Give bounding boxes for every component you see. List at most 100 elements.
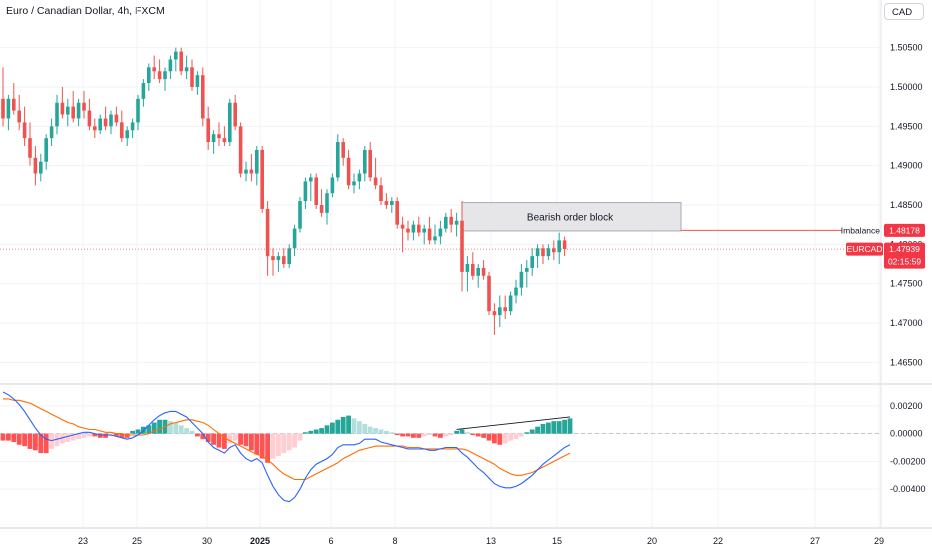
candle-up — [465, 256, 470, 292]
candle-down — [400, 216, 405, 253]
signal-line — [3, 398, 571, 481]
candle-body — [109, 114, 113, 127]
candle-body — [260, 149, 264, 209]
candle-up — [130, 118, 135, 139]
candle-up — [422, 224, 426, 245]
candle-body — [368, 149, 372, 178]
candle-up — [276, 252, 281, 272]
histogram-bar-positive — [567, 418, 573, 434]
currency-button[interactable]: CAD — [884, 3, 924, 20]
candle-body — [541, 248, 545, 257]
last-price-tag — [884, 242, 925, 269]
histogram-bar-positive — [529, 429, 535, 434]
histogram-bar-positive — [357, 421, 362, 434]
histogram-bar-negative — [276, 433, 281, 456]
price-tick-label: 1.49000 — [890, 161, 923, 171]
histogram-bar-negative — [292, 433, 297, 448]
histogram-bar-negative — [427, 433, 432, 436]
candle-down — [87, 98, 92, 131]
candle-body — [136, 98, 140, 123]
candle-up — [519, 264, 524, 296]
histogram-bar-negative — [33, 433, 38, 451]
candle-up — [454, 212, 459, 237]
candle-up — [336, 134, 340, 182]
candle-down — [233, 94, 237, 131]
price-tick-label: 1.49500 — [890, 121, 923, 131]
histogram-bar-positive — [562, 419, 567, 434]
candle-down — [217, 122, 221, 146]
candle-body — [39, 161, 43, 174]
candle-down — [492, 303, 497, 335]
candle-down — [406, 220, 410, 241]
histogram-bar-positive — [351, 418, 357, 434]
candle-body — [535, 248, 540, 257]
histogram-bar-negative — [222, 433, 227, 449]
countdown-text: 02:15:59 — [888, 257, 921, 267]
price-tick-label: 1.47500 — [890, 279, 923, 289]
candle-down — [368, 142, 372, 182]
candle-up — [163, 67, 167, 91]
candle-body — [130, 122, 135, 131]
histogram-bar-positive — [378, 429, 384, 434]
candle-body — [427, 228, 432, 241]
candle-down — [71, 90, 75, 123]
macd-tick-label: 0.00000 — [890, 429, 923, 439]
candle-body — [125, 130, 129, 139]
candle-down — [33, 146, 38, 186]
candle-up — [228, 98, 232, 146]
candle-down — [417, 216, 421, 237]
candle-up — [147, 63, 151, 91]
candle-body — [476, 267, 480, 276]
candle-body — [71, 106, 75, 119]
histogram-bar-positive — [178, 425, 184, 434]
candle-body — [55, 102, 59, 127]
candle-down — [319, 189, 324, 217]
histogram-bar-positive — [373, 428, 378, 434]
order-block-box — [461, 202, 682, 232]
candle-down — [427, 216, 432, 245]
candle-body — [314, 177, 318, 205]
histogram-bar-positive — [524, 432, 530, 434]
candle-up — [136, 94, 140, 131]
histogram-bar-negative — [486, 433, 492, 441]
candle-body — [508, 295, 513, 312]
histogram-bar-negative — [438, 433, 443, 438]
candle-body — [271, 256, 275, 261]
candle-down — [190, 59, 194, 91]
histogram-bar-positive — [459, 429, 465, 434]
candle-up — [76, 98, 81, 127]
histogram-bar-negative — [87, 433, 92, 437]
candle-body — [82, 102, 86, 111]
candle-body — [417, 224, 421, 233]
candle-body — [33, 157, 38, 174]
histogram-bar-negative — [0, 433, 6, 441]
symbol-tag — [846, 242, 883, 256]
candle-body — [465, 264, 470, 272]
candle-up — [98, 114, 102, 135]
candle-down — [373, 157, 378, 190]
imbalance-label: Imbalance — [841, 225, 880, 235]
candle-body — [282, 256, 286, 264]
candle-body — [28, 138, 32, 158]
candle-up — [363, 146, 367, 182]
histogram-bar-positive — [173, 422, 179, 434]
histogram-bar-negative — [16, 433, 22, 445]
histogram-bar-negative — [60, 433, 65, 444]
candle-up — [44, 134, 48, 170]
candle-up — [309, 173, 313, 202]
candle-up — [535, 244, 540, 268]
candle-body — [184, 67, 189, 72]
price-tick-label: 1.50000 — [890, 82, 923, 92]
candle-body — [373, 177, 378, 186]
candle-body — [287, 248, 291, 264]
price-tick-label: 1.47000 — [890, 318, 923, 328]
candle-down — [82, 90, 86, 119]
bearish-order-block: Bearish order block — [461, 202, 682, 232]
candle-body — [514, 287, 518, 296]
histogram-bar-negative — [416, 433, 422, 438]
candle-body — [460, 220, 464, 272]
candle-body — [141, 83, 146, 99]
histogram-bar-negative — [508, 433, 513, 441]
candle-down — [152, 55, 156, 80]
